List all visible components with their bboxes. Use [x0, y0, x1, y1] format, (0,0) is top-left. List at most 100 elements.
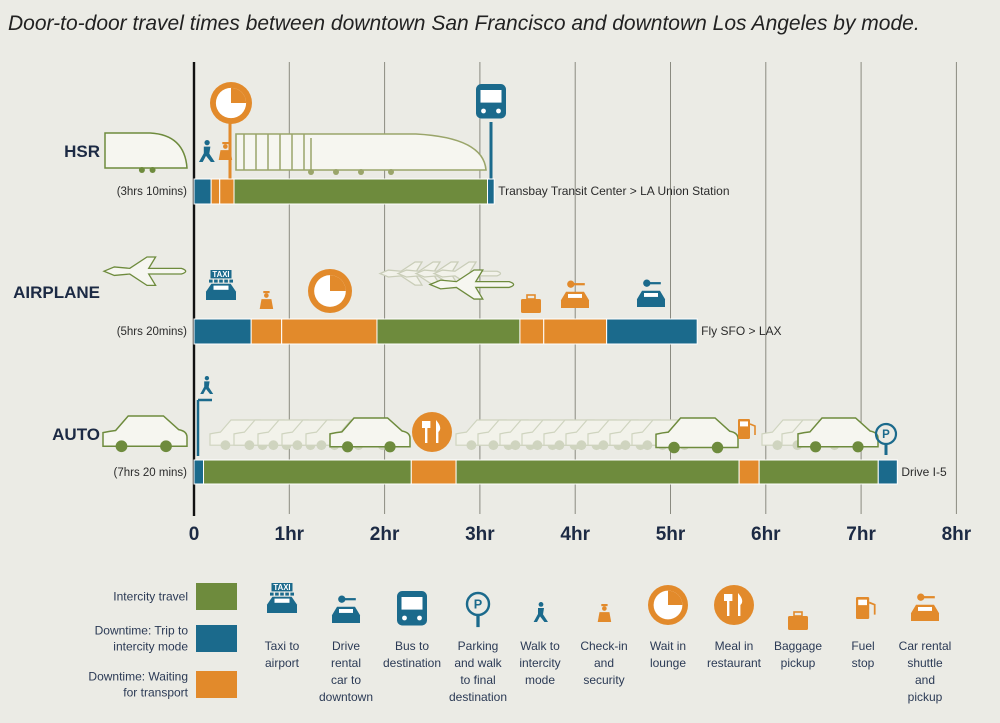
fuel-pump-hose	[749, 423, 756, 435]
icon-caption-line: and walk	[454, 656, 502, 670]
icon-caption: Check-in and security	[580, 639, 627, 687]
guard-body	[218, 150, 233, 160]
route-label: Transbay Transit Center > LA Union Stati…	[498, 184, 729, 198]
parking-meter-icon: P	[465, 591, 491, 628]
icon-legend-item: TAXI Taxi to airport	[265, 583, 300, 670]
taxi-checker	[280, 592, 284, 596]
train-wheel	[358, 169, 364, 175]
icon-caption-line: shuttle	[907, 656, 943, 670]
train-wheel	[333, 169, 339, 175]
icon-legend-item: Fuel stop	[851, 597, 876, 670]
bus-light	[402, 615, 407, 621]
icon-caption-line: lounge	[650, 656, 686, 670]
bar-segment-trip	[193, 318, 252, 345]
fork-tines	[422, 421, 431, 428]
icon-caption-line: Car rental	[899, 639, 952, 653]
icon-legend-item: Baggage pickup	[774, 611, 822, 670]
clock-wedge	[330, 275, 346, 291]
legend-label: Downtime: Trip to intercity mode	[95, 624, 189, 654]
clock-wedge	[668, 590, 683, 605]
icon-caption-line: Taxi to	[265, 639, 300, 653]
car-wheel	[268, 440, 279, 451]
bus-light	[417, 615, 422, 621]
icon-caption-line: Fuel	[851, 639, 874, 653]
x-tick-label: 6hr	[751, 524, 781, 545]
icon-caption-line: and	[915, 673, 935, 687]
person-body	[200, 381, 214, 394]
taxi-icon: TAXI	[267, 583, 297, 613]
car-wheel	[384, 441, 396, 453]
airplane-shape	[102, 256, 187, 287]
person-body	[198, 146, 215, 162]
train-wheel	[138, 167, 145, 173]
key-head	[338, 595, 346, 603]
legend-label-line: Downtime: Trip to	[95, 624, 189, 638]
icon-caption: Walk to intercity mode	[519, 639, 560, 687]
walking-person-icon	[533, 602, 548, 622]
taxi-checker	[224, 279, 228, 283]
icon-caption-line: Meal in	[715, 639, 754, 653]
parking-meter-post	[476, 615, 480, 628]
rental-car-window	[339, 609, 353, 613]
legend-item: Downtime: Trip to intercity mode	[95, 624, 237, 654]
mode-row-airplane: AIRPLANE (5hrs 20mins) Fly SFO > LAX	[13, 283, 782, 345]
x-tick-label: 7hr	[846, 524, 876, 545]
car-wheel	[220, 440, 231, 451]
mode-label: AIRPLANE	[13, 283, 100, 302]
icon-caption-line: Bus to	[395, 639, 429, 653]
icon-legend-item: Drive rental car to downtown	[319, 595, 373, 704]
rental-shuttle-icon	[911, 593, 939, 621]
icon-caption: Taxi to airport	[265, 639, 300, 670]
car-wheel	[316, 440, 327, 451]
bus-icon	[397, 591, 427, 626]
icon-caption-line: downtown	[319, 690, 373, 704]
route-label: Fly SFO > LAX	[701, 324, 781, 338]
icon-caption: Car rental shuttle and pickup	[899, 639, 952, 704]
icon-legend-item: Walk to intercity mode	[519, 602, 561, 687]
x-tick-label: 1hr	[275, 524, 305, 545]
icon-caption-line: security	[583, 673, 624, 687]
icon-caption-line: destination	[449, 690, 507, 704]
bar-segment-trip	[487, 178, 495, 205]
legend-label-line: Downtime: Waiting	[88, 670, 188, 684]
taxi-window	[274, 598, 290, 603]
person-head	[204, 140, 210, 146]
legend-label-line: Intercity travel	[113, 590, 188, 604]
taxi-checker	[209, 279, 213, 283]
car-wheel	[810, 441, 822, 453]
icon-caption-line: airport	[265, 656, 300, 670]
bar-segment-trip	[606, 318, 698, 345]
legend-label-line: intercity mode	[113, 640, 188, 654]
clock-icon	[648, 585, 688, 625]
legend-item: Downtime: Waiting for transport	[88, 670, 237, 700]
duration-label: (3hrs 10mins)	[117, 186, 187, 198]
icon-caption: Baggage pickup	[774, 639, 822, 670]
key-blade	[573, 283, 585, 286]
taxi-checker	[290, 592, 294, 596]
icon-caption-line: destination	[383, 656, 441, 670]
duration-label: (7hrs 20 mins)	[114, 467, 188, 479]
bar-segment-trip	[193, 178, 212, 205]
x-tick-label: 3hr	[465, 524, 495, 545]
x-tick-label: 5hr	[656, 524, 686, 545]
fork-knife-icon	[714, 585, 754, 625]
guard-head	[223, 144, 228, 149]
bar-segment-wait	[519, 318, 545, 345]
mode-rows: HSR (3hrs 10mins) Transbay Transit Center …	[13, 142, 947, 485]
icon-caption: Meal in restaurant	[707, 639, 762, 670]
key-head	[567, 280, 575, 288]
restaurant-circle	[412, 412, 452, 452]
airplane-shape	[428, 269, 515, 300]
icon-caption: Wait in lounge	[650, 639, 686, 670]
person-head	[204, 376, 210, 381]
legend-swatch-intercity	[196, 583, 237, 610]
person-body	[533, 608, 548, 622]
car-body	[102, 415, 188, 447]
car-body	[797, 417, 879, 448]
icon-caption-line: rental	[331, 656, 361, 670]
car-wheel	[488, 440, 499, 451]
car-wheel	[711, 441, 724, 454]
rental-car-icon	[332, 595, 360, 623]
bar-segment-trip	[193, 459, 205, 485]
